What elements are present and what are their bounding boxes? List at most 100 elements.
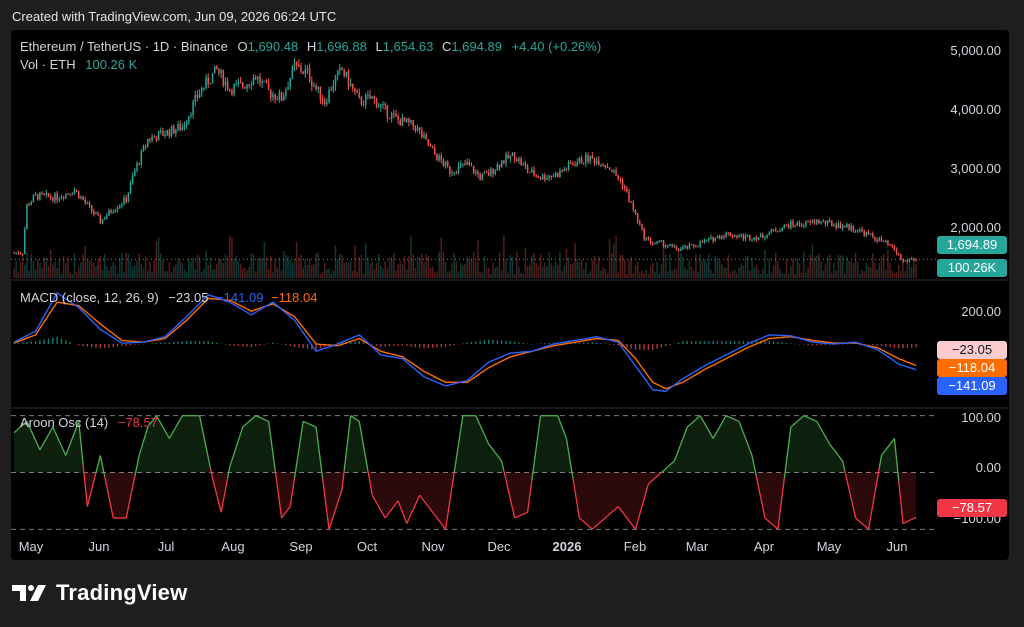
aroon-line-segment [675, 449, 680, 456]
aroon-fill [549, 415, 552, 473]
candle-body [667, 245, 669, 247]
macd-histogram-bar [224, 344, 227, 345]
candle-body [557, 172, 559, 178]
candle-body [537, 175, 540, 178]
macd-histogram-bar [777, 341, 779, 344]
aroon-line-segment [794, 420, 798, 424]
macd-histogram-bar [652, 344, 654, 350]
candle-body [846, 224, 848, 228]
aroon-line-segment [298, 435, 302, 450]
candle-body [138, 163, 140, 165]
macd-histogram-bar [436, 344, 438, 348]
volume-bar [561, 271, 563, 278]
candle-body [865, 231, 868, 236]
volume-bar [155, 241, 158, 278]
candle-body [800, 224, 803, 227]
volume-bar [144, 256, 147, 278]
volume-bar [347, 262, 350, 278]
candle-body [136, 163, 138, 171]
volume-bar [386, 268, 389, 278]
candle-body [412, 120, 414, 127]
volume-bar [764, 249, 766, 278]
aroon-line-segment [350, 415, 354, 418]
aroon-fill [616, 472, 619, 509]
aroon-fill [206, 446, 209, 473]
candle-body [593, 158, 596, 164]
candle-body [127, 193, 130, 202]
macd-histogram-bar [13, 343, 15, 344]
candle-body [874, 236, 876, 240]
aroon-line-segment [138, 448, 142, 456]
aroon-fill [523, 472, 526, 515]
macd-histogram-bar [755, 341, 758, 344]
volume-bar [475, 261, 477, 278]
macd-histogram-bar [505, 340, 507, 344]
macd-badge-2: −118.04 [937, 359, 1007, 377]
aroon-fill [551, 415, 554, 473]
candle-body [326, 102, 328, 104]
volume-bar [237, 260, 240, 278]
aroon-line-segment [84, 485, 89, 507]
volume-bar [649, 266, 652, 278]
volume-bar [885, 269, 887, 278]
aroon-line-segment [714, 430, 719, 435]
aroon-line-segment [738, 421, 742, 428]
candle-body [449, 166, 451, 174]
aroon-line-segment [598, 521, 602, 525]
aroon-fill [52, 427, 55, 473]
aroon-tick-0: 0.00 [976, 460, 1001, 475]
volume-bar [751, 257, 753, 278]
aroon-line-segment [242, 424, 246, 428]
aroon-fill [357, 419, 360, 473]
macd-histogram-bar [78, 344, 80, 346]
aroon-line-segment [803, 415, 807, 418]
price-tick-5000: 5,000.00 [950, 43, 1001, 58]
aroon-fill [600, 472, 604, 522]
volume-bar [908, 263, 911, 278]
macd-histogram-bar [267, 343, 270, 344]
macd-histogram-bar [785, 342, 788, 344]
macd-histogram-bar [578, 342, 581, 344]
macd-histogram-bar [52, 337, 54, 344]
volume-bar [382, 268, 384, 278]
candle-body [177, 124, 179, 130]
volume-bar [878, 263, 881, 278]
candle-body [500, 160, 503, 168]
aroon-line-segment [307, 422, 310, 425]
candle-body [287, 86, 289, 90]
volume-bar [410, 236, 412, 278]
aroon-line-segment [267, 421, 272, 438]
aroon-line-segment [816, 421, 820, 426]
aroon-line-segment [846, 479, 850, 490]
volume-bar [218, 258, 220, 278]
volume-bar [872, 252, 874, 278]
candle-body [481, 173, 484, 180]
candle-body [822, 220, 824, 222]
aroon-fill [829, 444, 832, 473]
macd-histogram-bar [319, 344, 322, 349]
aroon-fill [629, 472, 632, 524]
aroon-fill [121, 472, 125, 518]
macd-histogram-bar [828, 344, 831, 345]
aroon-line-segment [855, 517, 859, 521]
aroon-line-segment [596, 523, 600, 527]
aroon-fill [907, 472, 910, 522]
macd-histogram-bar [820, 344, 822, 346]
aroon-line-segment [585, 523, 589, 527]
candle-body [813, 220, 816, 224]
candle-body [112, 211, 115, 213]
candle-body [276, 99, 279, 101]
macd-histogram-bar [656, 344, 658, 349]
candle-body [878, 237, 881, 242]
volume-bar [183, 269, 186, 278]
macd-histogram-bar [803, 344, 805, 345]
volume-bar [897, 264, 900, 278]
aroon-fill [909, 472, 912, 521]
aroon-fill [702, 419, 705, 473]
volume-bar [848, 260, 850, 278]
candle-body [714, 237, 717, 242]
aroon-line-segment [706, 426, 710, 432]
volume-bar [179, 260, 181, 278]
aroon-line-segment [796, 418, 800, 422]
aroon-line-segment [244, 422, 248, 426]
